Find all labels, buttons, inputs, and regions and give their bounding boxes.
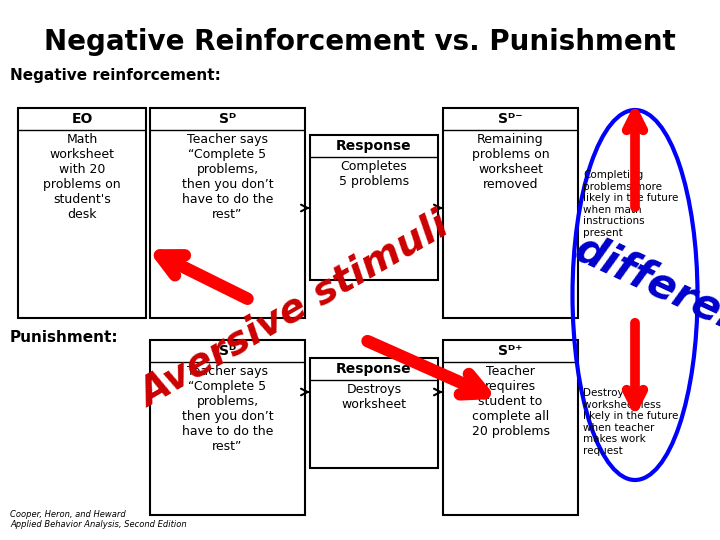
Text: Destroys
worksheet: Destroys worksheet [341, 383, 407, 411]
Text: EO: EO [71, 112, 93, 126]
Text: Teacher says
“Complete 5
problems,
then you don’t
have to do the
rest”: Teacher says “Complete 5 problems, then … [181, 133, 274, 221]
Bar [310, 135, 438, 280]
Text: Punishment:: Punishment: [10, 330, 119, 345]
Bar [150, 108, 305, 318]
Text: Completing
problems more
likely in the future
when math
instructions
present: Completing problems more likely in the f… [583, 170, 678, 238]
Text: Sᴰ⁺: Sᴰ⁺ [498, 344, 523, 358]
Text: different: different [567, 227, 720, 353]
Bar [18, 108, 146, 318]
Bar [310, 358, 438, 468]
Text: 9: 9 [461, 502, 469, 515]
Bar [443, 108, 578, 318]
Bar [443, 340, 578, 515]
Text: Teacher
requires
student to
complete all
20 problems: Teacher requires student to complete all… [472, 365, 549, 438]
Text: Negative reinforcement:: Negative reinforcement: [10, 68, 221, 83]
Text: Response: Response [336, 139, 412, 153]
Text: Negative Reinforcement vs. Punishment: Negative Reinforcement vs. Punishment [44, 28, 676, 56]
Text: Cooper, Heron, and Heward
Applied Behavior Analysis, Second Edition: Cooper, Heron, and Heward Applied Behavi… [10, 510, 186, 529]
Text: Completes
5 problems: Completes 5 problems [339, 160, 409, 188]
Text: Math
worksheet
with 20
problems on
student's
desk: Math worksheet with 20 problems on stude… [43, 133, 121, 221]
Text: Response: Response [336, 362, 412, 376]
Text: Aversive stimuli: Aversive stimuli [134, 206, 456, 414]
Text: Sᴰ: Sᴰ [219, 112, 236, 126]
Text: Sᴰ⁻: Sᴰ⁻ [498, 112, 523, 126]
Bar [150, 340, 305, 515]
Text: Destroying
worksheet less
likely in the future
when teacher
makes work
request: Destroying worksheet less likely in the … [583, 388, 678, 456]
Text: Remaining
problems on
worksheet
removed: Remaining problems on worksheet removed [472, 133, 549, 191]
Text: Sᴰ: Sᴰ [219, 344, 236, 358]
Text: Teacher says
“Complete 5
problems,
then you don’t
have to do the
rest”: Teacher says “Complete 5 problems, then … [181, 365, 274, 453]
